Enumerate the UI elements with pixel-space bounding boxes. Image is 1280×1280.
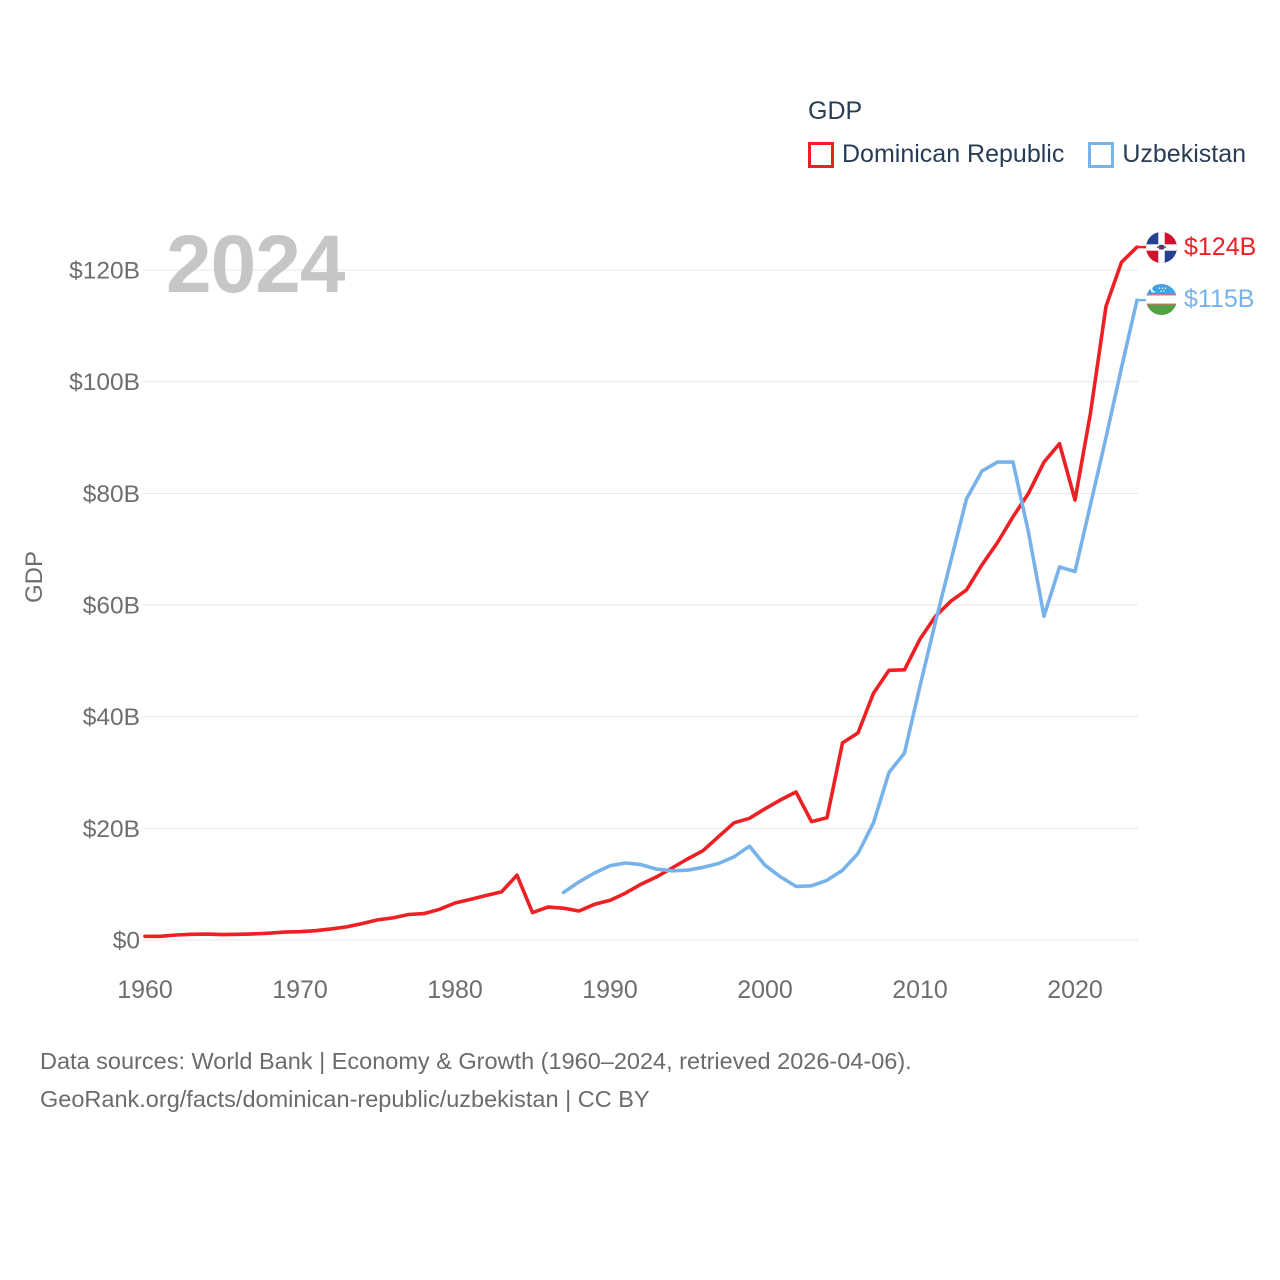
y-axis-title-text: GDP (21, 551, 48, 603)
y-tick-label: $100B (69, 369, 140, 396)
x-tick-label: 1980 (427, 976, 483, 1004)
legend-item-dominican-republic[interactable]: Dominican Republic (808, 140, 1064, 169)
x-tick-label: 1960 (117, 976, 173, 1004)
end-label-dominican-republic: $124B (1146, 232, 1256, 263)
uzbekistan-flag-icon (1146, 284, 1177, 315)
y-tick-label: $20B (83, 816, 140, 843)
data-sources-line-1: Data sources: World Bank | Economy & Gro… (40, 1048, 912, 1074)
y-tick-label: $40B (83, 704, 140, 731)
y-tick-label: $0 (113, 928, 140, 955)
legend-swatch-uzbekistan (1088, 141, 1115, 168)
series-lines (143, 245, 1150, 939)
legend-title: GDP (808, 97, 863, 125)
legend-items: Dominican Republic Uzbekistan (808, 140, 1246, 169)
x-axis-tick-labels: 1960 1970 1980 1990 2000 2010 2020 (117, 976, 1103, 1004)
series-line-uzbekistan (561, 298, 1139, 895)
gridlines (143, 269, 1138, 941)
x-tick-label: 1970 (272, 976, 328, 1004)
legend-label-dominican-republic: Dominican Republic (842, 140, 1065, 168)
end-label-uzbekistan: $115B (1146, 284, 1254, 315)
data-sources-line-2: GeoRank.org/facts/dominican-republic/uzb… (40, 1086, 650, 1112)
y-tick-label: $60B (83, 593, 140, 620)
end-value-uzbekistan: $115B (1184, 285, 1255, 313)
x-tick-label: 2020 (1047, 976, 1103, 1004)
y-axis-title: GDP (21, 551, 48, 603)
data-sources: Data sources: World Bank | Economy & Gro… (40, 1042, 912, 1118)
legend-item-uzbekistan[interactable]: Uzbekistan (1088, 140, 1246, 169)
y-tick-label: $80B (83, 481, 140, 508)
y-tick-label: $120B (69, 258, 140, 285)
year-watermark: 2024 (166, 219, 345, 310)
legend-swatch-dominican-republic (808, 141, 834, 168)
x-tick-label: 2000 (737, 976, 793, 1004)
x-tick-label: 2010 (892, 976, 948, 1004)
legend-label-uzbekistan: Uzbekistan (1122, 140, 1246, 168)
end-value-dominican-republic: $124B (1184, 233, 1257, 261)
x-tick-label: 1990 (582, 976, 638, 1004)
y-axis-tick-labels: $0 $20B $40B $60B $80B $100B $120B (69, 258, 140, 955)
legend: GDP Dominican Republic Uzbekistan (808, 97, 1246, 169)
dominican-republic-flag-icon (1146, 232, 1177, 263)
series-line-dominican-republic (143, 245, 1139, 939)
